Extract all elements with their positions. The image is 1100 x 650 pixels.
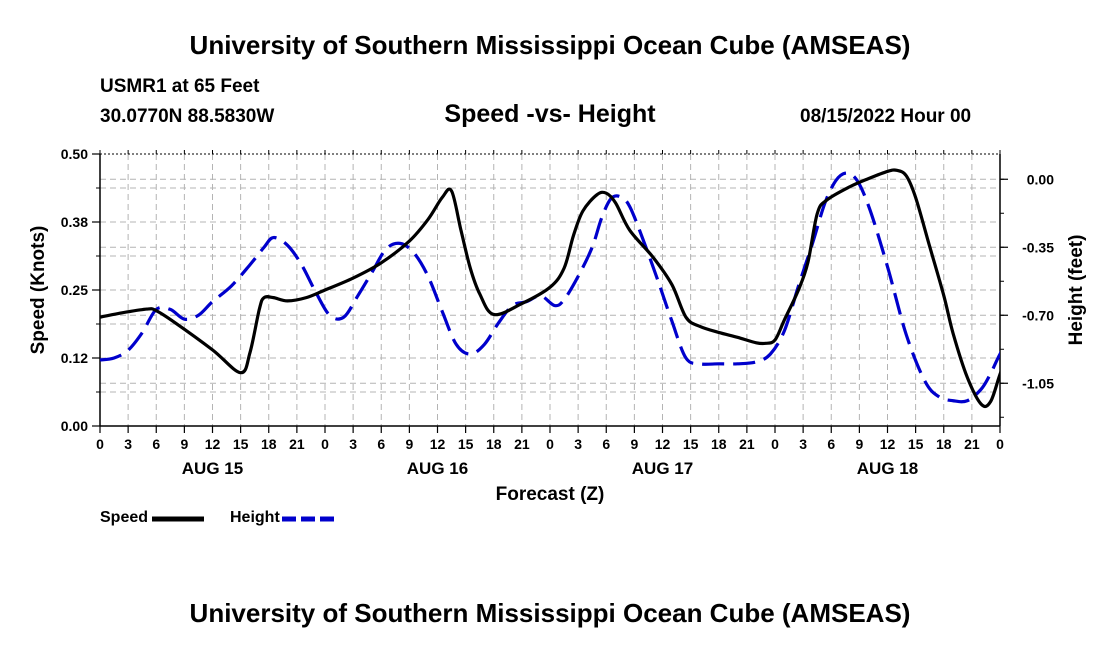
axis-labels: 0 3 6 9 12 15 18 21 0 3 6 9 12 15 18 21 0 3 6 9 12 15 18 21 0 3 6 9… (28, 146, 1087, 505)
y-right-tick-label: -1.05 (1022, 375, 1054, 391)
legend-speed: Speed (100, 509, 206, 527)
station-coordinates: 30.0770N 88.5830W (100, 106, 275, 127)
x-day-label: AUG 15 (182, 459, 243, 478)
x-tick-label: 21 (514, 436, 530, 452)
x-tick-label: 12 (880, 436, 896, 452)
x-tick-label: 15 (458, 436, 474, 452)
series-lines (100, 168, 1000, 409)
y-left-axis-title: Speed (Knots) (28, 226, 49, 355)
x-tick-label: 6 (152, 436, 160, 452)
y-right-tick-label: -0.70 (1022, 307, 1054, 323)
x-tick-label: 15 (233, 436, 249, 452)
x-day-label: AUG 16 (407, 459, 468, 478)
x-tick-label: 18 (261, 436, 277, 452)
x-tick-label: 9 (855, 436, 863, 452)
chart-axes (92, 150, 1008, 433)
run-date: 08/15/2022 Hour 00 (800, 106, 972, 127)
x-tick-label: 3 (799, 436, 807, 452)
x-tick-label: 3 (124, 436, 132, 452)
y-right-tick-label: -0.35 (1022, 239, 1054, 255)
x-axis-title: Forecast (Z) (496, 484, 605, 505)
y-left-tick-label: 0.00 (61, 418, 88, 434)
legend-height: Height (230, 509, 336, 527)
legend-speed-label: Speed (100, 509, 149, 526)
x-tick-label: 0 (96, 436, 104, 452)
main-title: University of Southern Mississippi Ocean… (189, 30, 911, 60)
x-tick-label: 6 (827, 436, 835, 452)
y-left-tick-label: 0.50 (61, 146, 88, 162)
y-left-tick-label: 0.12 (61, 350, 88, 366)
y-right-axis-title: Height (feet) (1066, 235, 1087, 346)
x-tick-label: 6 (602, 436, 610, 452)
legend-height-swatch (281, 516, 334, 522)
x-tick-label: 6 (377, 436, 385, 452)
x-tick-label: 12 (205, 436, 221, 452)
speed-series-line (100, 168, 1000, 409)
legend-speed-swatch (152, 516, 205, 522)
x-tick-label: 18 (486, 436, 502, 452)
x-tick-label: 21 (289, 436, 305, 452)
x-tick-label: 0 (771, 436, 779, 452)
x-tick-label: 18 (711, 436, 727, 452)
x-tick-label: 12 (655, 436, 671, 452)
x-tick-label: 21 (964, 436, 980, 452)
y-left-tick-label: 0.25 (61, 282, 88, 298)
x-tick-label: 15 (683, 436, 699, 452)
height-series-line (100, 171, 1000, 404)
x-tick-label: 15 (908, 436, 924, 452)
x-day-label: AUG 18 (857, 459, 918, 478)
footer-title: University of Southern Mississippi Ocean… (189, 598, 911, 628)
x-tick-label: 12 (430, 436, 446, 452)
y-left-tick-label: 0.38 (61, 214, 88, 230)
x-tick-label: 21 (739, 436, 755, 452)
y-right-tick-label: 0.00 (1027, 171, 1054, 187)
x-tick-label: 18 (936, 436, 952, 452)
x-day-label: AUG 17 (632, 459, 693, 478)
x-tick-label: 9 (630, 436, 638, 452)
x-tick-label: 3 (349, 436, 357, 452)
x-tick-label: 9 (405, 436, 413, 452)
x-tick-label: 0 (546, 436, 554, 452)
x-tick-label: 0 (321, 436, 329, 452)
legend-height-label: Height (230, 509, 280, 526)
station-label: USMR1 at 65 Feet (100, 76, 260, 97)
x-tick-label: 9 (180, 436, 188, 452)
x-tick-label: 0 (996, 436, 1004, 452)
chart-title: Speed -vs- Height (444, 100, 656, 128)
x-tick-label: 3 (574, 436, 582, 452)
grid-lines (100, 154, 1000, 426)
